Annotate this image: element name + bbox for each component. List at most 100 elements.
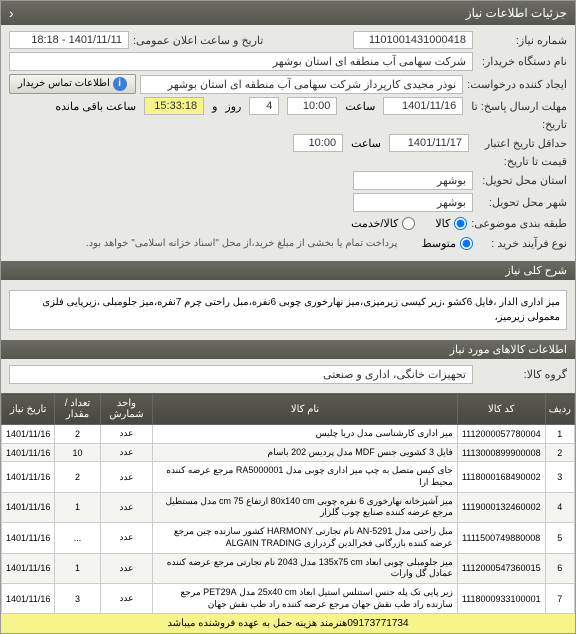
- service-radio-label: کالا/خدمت: [351, 217, 398, 230]
- th-code: کد کالا: [457, 394, 545, 425]
- remain-time-value: 15:33:18: [144, 97, 204, 115]
- cell-code: 1111500749880008: [457, 523, 545, 553]
- goods-table: ردیف کد کالا نام کالا واحد شمارش تعداد /…: [1, 393, 575, 614]
- cell-date: 1401/11/16: [2, 443, 55, 462]
- general-desc-box: میز اداری الدار ،فایل 6کشو ،زیر کیسی زیر…: [9, 290, 567, 330]
- delivery-city-label: شهر محل تحویل:: [477, 196, 567, 209]
- and-label: و: [212, 100, 217, 113]
- goods-radio-label: کالا: [435, 217, 450, 230]
- panel-title: جزئیات اطلاعات نیاز: [466, 6, 567, 20]
- group-label: گروه کالا:: [477, 368, 567, 381]
- cell-unit: عدد: [100, 583, 153, 613]
- cell-unit: عدد: [100, 523, 153, 553]
- buyer-contact-label: اطلاعات تماس خریدار: [18, 78, 110, 89]
- payment-note: پرداخت تمام یا بخشی از مبلغ خرید،از محل …: [86, 236, 398, 251]
- th-date: تاریخ نیاز: [2, 394, 55, 425]
- cell-qty: 3: [55, 583, 100, 613]
- time-label-1: ساعت: [345, 100, 375, 113]
- credit-time-value: 10:00: [293, 134, 343, 152]
- purchase-type-label: نوع فرآیند خرید :: [477, 237, 567, 250]
- service-radio[interactable]: [402, 217, 415, 230]
- goods-radio-item[interactable]: کالا: [435, 217, 467, 230]
- cell-row: 4: [545, 492, 574, 522]
- goods-radio[interactable]: [454, 217, 467, 230]
- table-row[interactable]: 61112000547360015میز جلومبلی چوبی ابعاد …: [2, 553, 575, 583]
- cell-date: 1401/11/16: [2, 462, 55, 492]
- th-name: نام کالا: [153, 394, 458, 425]
- cell-qty: 2: [55, 462, 100, 492]
- cell-date: 1401/11/16: [2, 425, 55, 444]
- cell-name: میز جلومبلی چوبی ابعاد 135x75 cm مدل 204…: [153, 553, 458, 583]
- cell-code: 1119000132460002: [457, 492, 545, 522]
- days-value: 4: [249, 97, 279, 115]
- cell-name: فایل 3 کشویی جنس MDF مدل پردیس 202 باسام: [153, 443, 458, 462]
- cell-code: 1112000547360015: [457, 553, 545, 583]
- table-row[interactable]: 11112000057780004میز اداری کارشناسی مدل …: [2, 425, 575, 444]
- table-row[interactable]: 51111500749880008مبل راحتی مدل AN-5291 ن…: [2, 523, 575, 553]
- cell-row: 5: [545, 523, 574, 553]
- remain-label: ساعت باقی مانده: [55, 100, 136, 113]
- cell-row: 6: [545, 553, 574, 583]
- cell-unit: عدد: [100, 443, 153, 462]
- buyer-device-value: شرکت سهامی آب منطقه ای استان بوشهر: [9, 52, 473, 71]
- avg-radio[interactable]: [460, 237, 473, 250]
- delivery-province-value: بوشهر: [353, 171, 473, 190]
- general-desc-header: شرح کلی نیاز: [1, 261, 575, 280]
- history-label: تاریخ:: [477, 118, 567, 131]
- purchase-type-radios: متوسط: [421, 235, 473, 252]
- chevron-left-icon[interactable]: ‹: [9, 5, 14, 21]
- th-unit: واحد شمارش: [100, 394, 153, 425]
- cell-date: 1401/11/16: [2, 583, 55, 613]
- goods-class-radios: کالا کالا/خدمت: [351, 215, 467, 232]
- day-and-label: روز: [225, 100, 241, 113]
- buyer-contact-button[interactable]: i اطلاعات تماس خریدار: [9, 74, 136, 94]
- announce-datetime-label: تاریخ و ساعت اعلان عمومی:: [133, 34, 263, 47]
- cell-date: 1401/11/16: [2, 553, 55, 583]
- avg-radio-item[interactable]: متوسط: [421, 237, 473, 250]
- deadline-label: مهلت ارسال پاسخ: تا: [471, 100, 567, 113]
- cell-date: 1401/11/16: [2, 492, 55, 522]
- delivery-province-label: استان محل تحویل:: [477, 174, 567, 187]
- credit-start-label: حداقل تاریخ اعتبار: [477, 137, 567, 150]
- service-radio-item[interactable]: کالا/خدمت: [351, 217, 415, 230]
- table-header-row: ردیف کد کالا نام کالا واحد شمارش تعداد /…: [2, 394, 575, 425]
- cell-qty: 10: [55, 443, 100, 462]
- cell-row: 1: [545, 425, 574, 444]
- deadline-date-value: 1401/11/16: [383, 97, 463, 115]
- group-value: تجهیزات خانگی، اداری و صنعتی: [9, 365, 473, 384]
- cell-unit: عدد: [100, 425, 153, 444]
- cell-qty: 1: [55, 553, 100, 583]
- credit-date-value: 1401/11/17: [389, 134, 469, 152]
- cell-code: 1113000899900008: [457, 443, 545, 462]
- table-row[interactable]: 41119000132460002میز آشپزخانه نهارخوری 6…: [2, 492, 575, 522]
- goods-class-label: طبقه بندی موضوعی:: [471, 217, 567, 230]
- cell-code: 1118000933100001: [457, 583, 545, 613]
- time-label-2: ساعت: [351, 137, 381, 150]
- deadline-time-value: 10:00: [287, 97, 337, 115]
- buyer-device-label: نام دستگاه خریدار:: [477, 55, 567, 68]
- cell-code: 1118000168490002: [457, 462, 545, 492]
- price-until-label: قیمت تا تاریخ:: [477, 155, 567, 168]
- main-panel: جزئیات اطلاعات نیاز ‹ شماره نیاز: 110100…: [0, 0, 576, 634]
- general-desc-title: شرح کلی نیاز: [505, 265, 567, 277]
- announce-datetime-value: 1401/11/11 - 18:18: [9, 31, 129, 49]
- cell-unit: عدد: [100, 553, 153, 583]
- th-row: ردیف: [545, 394, 574, 425]
- cell-qty: 2: [55, 425, 100, 444]
- need-number-label: شماره نیاز:: [477, 34, 567, 47]
- th-qty: تعداد / مقدار: [55, 394, 100, 425]
- delivery-city-value: بوشهر: [353, 193, 473, 212]
- panel-header: جزئیات اطلاعات نیاز ‹: [1, 1, 575, 25]
- avg-radio-label: متوسط: [421, 237, 456, 250]
- table-row[interactable]: 71118000933100001زیر پایی تک پله جنس است…: [2, 583, 575, 613]
- cell-name: مبل راحتی مدل AN-5291 نام تجارتی HARMONY…: [153, 523, 458, 553]
- goods-info-title: اطلاعات کالاهای مورد نیاز: [450, 344, 567, 356]
- info-icon: i: [113, 77, 127, 91]
- cell-unit: عدد: [100, 492, 153, 522]
- cell-qty: 1: [55, 492, 100, 522]
- cell-unit: عدد: [100, 462, 153, 492]
- cell-name: میز آشپزخانه نهارخوری 6 نفره چوبی 80x140…: [153, 492, 458, 522]
- table-row[interactable]: 21113000899900008فایل 3 کشویی جنس MDF مد…: [2, 443, 575, 462]
- table-row[interactable]: 31118000168490002جای کیس متصل به چپ میز …: [2, 462, 575, 492]
- cell-code: 1112000057780004: [457, 425, 545, 444]
